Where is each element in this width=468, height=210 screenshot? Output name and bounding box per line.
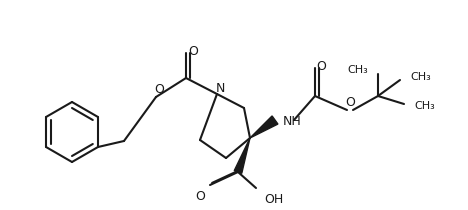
Text: CH₃: CH₃ [410, 72, 431, 82]
Polygon shape [234, 138, 250, 173]
Text: OH: OH [264, 193, 283, 206]
Text: CH₃: CH₃ [414, 101, 435, 111]
Text: CH₃: CH₃ [347, 65, 368, 75]
Text: O: O [154, 83, 164, 96]
Text: N: N [215, 81, 225, 94]
Text: O: O [188, 45, 198, 58]
Polygon shape [250, 116, 278, 138]
Text: O: O [195, 190, 205, 203]
Text: O: O [345, 96, 355, 109]
Text: O: O [316, 59, 326, 72]
Text: NH: NH [283, 114, 302, 127]
